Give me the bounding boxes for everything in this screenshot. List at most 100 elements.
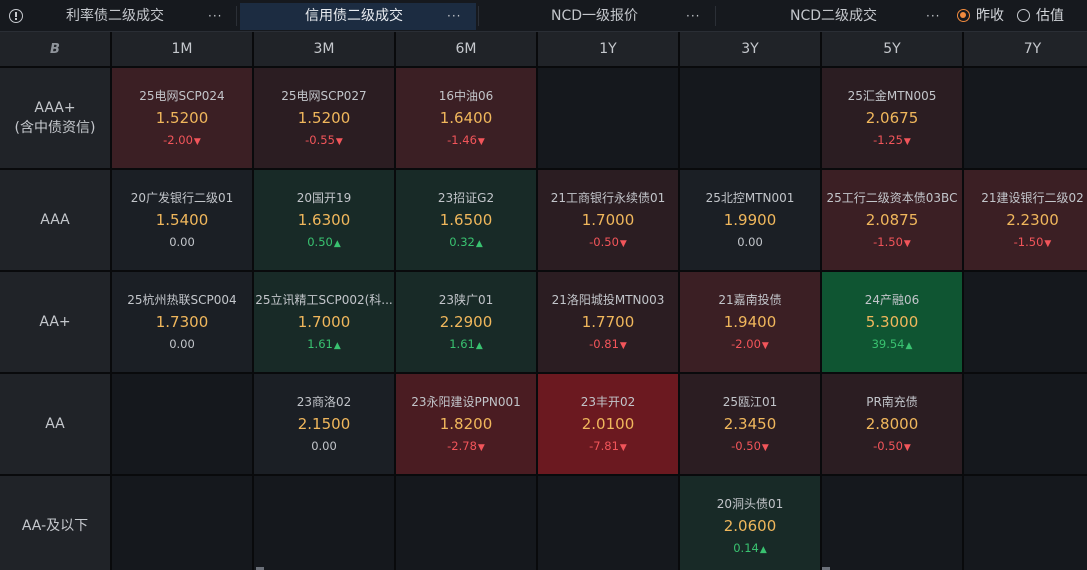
bond-change-bp: -2.00 [163, 131, 201, 149]
bond-cell[interactable]: 23陕广01 2.2900 1.61 [396, 272, 536, 372]
tab-label: NCD二级成交 [790, 8, 878, 24]
bond-cell[interactable]: 21洛阳城投MTN003 1.7700 -0.81 [538, 272, 678, 372]
bond-cell[interactable]: 25北控MTN001 1.9900 0.00 [680, 170, 820, 270]
bond-name: 25杭州热联SCP004 [127, 293, 237, 307]
bond-yield: 2.2900 [439, 313, 493, 331]
column-resize-handle[interactable] [822, 567, 830, 570]
bond-cell[interactable]: PR南充债 2.8000 -0.50 [822, 374, 962, 474]
rating-row-label: AAA [0, 170, 110, 270]
bond-cell[interactable]: 25电网SCP027 1.5200 -0.55 [254, 68, 394, 168]
tab-rate-bond-secondary[interactable]: 利率债二级成交 ··· [36, 3, 236, 30]
tab-ncd-primary-quote[interactable]: NCD一级报价 ··· [480, 3, 714, 30]
column-resize-handle[interactable] [256, 567, 264, 570]
bond-change-bp: -0.50 [731, 437, 769, 455]
tab-label: 利率债二级成交 [66, 8, 164, 24]
bond-yield: 2.2300 [1006, 211, 1059, 229]
bond-cell[interactable]: 25汇金MTN005 2.0675 -1.25 [822, 68, 962, 168]
empty-cell [538, 476, 678, 570]
radio-valuation[interactable] [1017, 9, 1030, 22]
bond-cell[interactable]: 25瓯江01 2.3450 -0.50 [680, 374, 820, 474]
radio-prev-close[interactable] [957, 9, 970, 22]
bond-yield: 1.5400 [155, 211, 209, 229]
bond-yield: 2.0675 [865, 109, 919, 127]
rating-row-label: AAA+ (含中债资信) [0, 68, 110, 168]
tab-credit-bond-secondary[interactable]: 信用债二级成交 ··· [240, 3, 476, 30]
bond-change-bp: 0.50 [307, 233, 341, 251]
tab-bar: 利率债二级成交 ··· 信用债二级成交 ··· NCD一级报价 ··· NCD二… [0, 0, 1087, 32]
bond-change-bp: -1.46 [447, 131, 485, 149]
tab-label: 信用债二级成交 [305, 8, 403, 24]
empty-cell [680, 68, 820, 168]
bond-name: 20洞头债01 [716, 497, 784, 511]
bond-yield: 1.7700 [581, 313, 635, 331]
radio-prev-close-label[interactable]: 昨收 [976, 8, 1004, 24]
more-icon[interactable]: ··· [686, 9, 701, 23]
empty-cell [964, 68, 1087, 168]
bond-name: 23陕广01 [438, 293, 494, 307]
bond-yield: 1.6300 [297, 211, 351, 229]
column-header: 3M [254, 32, 394, 66]
bond-yield: 2.1500 [297, 415, 351, 433]
info-icon[interactable] [9, 9, 23, 23]
radio-valuation-label[interactable]: 估值 [1036, 8, 1064, 24]
bond-cell[interactable]: 21建设银行二级02 2.2300 -1.50 [964, 170, 1087, 270]
empty-cell [964, 476, 1087, 570]
bond-cell[interactable]: 20国开19 1.6300 0.50 [254, 170, 394, 270]
bond-cell[interactable]: 25杭州热联SCP004 1.7300 0.00 [112, 272, 252, 372]
rating-label-line: AA+ [39, 314, 71, 330]
more-icon[interactable]: ··· [208, 9, 223, 23]
bond-cell[interactable]: 20广发银行二级01 1.5400 0.00 [112, 170, 252, 270]
bond-cell[interactable]: 25工行二级资本债03BC 2.0875 -1.50 [822, 170, 962, 270]
bond-yield: 1.6500 [439, 211, 493, 229]
tab-divider [715, 6, 716, 26]
bond-name: 21洛阳城投MTN003 [551, 293, 665, 307]
bond-cell[interactable]: 23商洛02 2.1500 0.00 [254, 374, 394, 474]
bond-cell[interactable]: 23丰开02 2.0100 -7.81 [538, 374, 678, 474]
bond-change-bp: -1.50 [873, 233, 911, 251]
bond-name: PR南充债 [866, 395, 918, 409]
bond-name: 25工行二级资本债03BC [826, 191, 958, 205]
bond-name: 23丰开02 [580, 395, 636, 409]
brand-icon: B [50, 41, 60, 57]
empty-cell [964, 272, 1087, 372]
bond-cell[interactable]: 24产融06 5.3000 39.54 [822, 272, 962, 372]
column-header: 5Y [822, 32, 962, 66]
bond-cell[interactable]: 21嘉南投债 1.9400 -2.00 [680, 272, 820, 372]
bond-change-bp: -1.25 [873, 131, 911, 149]
empty-cell [822, 476, 962, 570]
tab-divider [236, 6, 237, 26]
bond-yield: 2.0875 [865, 211, 919, 229]
bond-change-bp: -0.50 [589, 233, 627, 251]
bond-yield: 1.8200 [439, 415, 493, 433]
bond-change-bp: -7.81 [589, 437, 627, 455]
rating-label-line: AAA [40, 212, 70, 228]
tab-ncd-secondary[interactable]: NCD二级成交 ··· [716, 3, 946, 30]
bond-cell[interactable]: 20洞头债01 2.0600 0.14 [680, 476, 820, 570]
bond-yield: 1.9400 [723, 313, 777, 331]
bond-yield: 1.7000 [581, 211, 635, 229]
bond-name: 21工商银行永续债01 [550, 191, 666, 205]
bond-change-bp: 0.00 [169, 337, 195, 351]
more-icon[interactable]: ··· [926, 9, 941, 23]
bond-yield: 1.5200 [155, 109, 209, 127]
bond-change-bp: -2.78 [447, 437, 485, 455]
tab-divider [478, 6, 479, 26]
bond-name: 25电网SCP024 [139, 89, 225, 103]
bond-cell[interactable]: 23招证G2 1.6500 0.32 [396, 170, 536, 270]
more-icon[interactable]: ··· [447, 9, 462, 23]
bond-name: 21建设银行二级02 [981, 191, 1084, 205]
bond-cell[interactable]: 25立讯精工SCP002(科... 1.7000 1.61 [254, 272, 394, 372]
bond-cell[interactable]: 23永阳建设PPN001 1.8200 -2.78 [396, 374, 536, 474]
bond-yield: 1.7300 [155, 313, 209, 331]
empty-cell [538, 68, 678, 168]
bond-cell[interactable]: 21工商银行永续债01 1.7000 -0.50 [538, 170, 678, 270]
bond-yield: 5.3000 [865, 313, 919, 331]
bond-yield: 2.0600 [723, 517, 777, 535]
bond-cell[interactable]: 25电网SCP024 1.5200 -2.00 [112, 68, 252, 168]
bond-cell[interactable]: 16中油06 1.6400 -1.46 [396, 68, 536, 168]
bond-name: 16中油06 [438, 89, 494, 103]
bond-name: 25北控MTN001 [705, 191, 795, 205]
bond-change-bp: 0.00 [737, 235, 763, 249]
bond-change-bp: 0.00 [311, 439, 337, 453]
rating-label-line: (含中债资信) [14, 120, 96, 136]
